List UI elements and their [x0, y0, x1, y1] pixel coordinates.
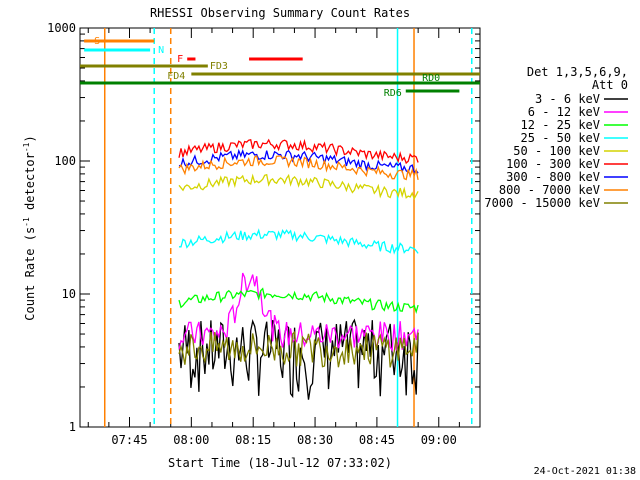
- chart-title: RHESSI Observing Summary Count Rates: [150, 6, 410, 20]
- timestamp: 24-Oct-2021 01:38: [534, 466, 636, 477]
- legend-label: 7000 - 15000 keV: [484, 196, 600, 210]
- plot-frame: [79, 27, 481, 428]
- flag-label-rd6: RD6: [384, 88, 402, 99]
- y-tick-label: 10: [62, 287, 76, 301]
- x-tick-label: 08:30: [297, 433, 333, 447]
- y-tick-label: 1: [69, 420, 76, 434]
- plot-area: 1 10 100 1000 07:45 08:00 08:15 08:30 08:45 09:00…: [47, 21, 481, 447]
- legend-label: 50 - 100 keV: [513, 144, 600, 158]
- y-tick-label: 100: [54, 154, 76, 168]
- flag-label-fd4: FD4: [167, 71, 185, 82]
- x-tick-label: 08:15: [235, 433, 271, 447]
- legend-label: 800 - 7000 keV: [499, 183, 600, 197]
- legend-label: 12 - 25 keV: [521, 118, 600, 132]
- x-tick-label: 07:45: [111, 433, 147, 447]
- x-tick-label: 08:45: [359, 433, 395, 447]
- flag-label-fd3: FD3: [210, 61, 228, 72]
- series-line-6: [178, 138, 419, 165]
- legend-label: 25 - 50 keV: [521, 131, 600, 145]
- legend-label: 3 - 6 keV: [535, 92, 600, 106]
- legend-label: 100 - 300 keV: [506, 157, 600, 171]
- flag-label-rd0: RD0: [422, 73, 440, 84]
- series-line-5: [178, 173, 419, 201]
- x-axis-label: Start Time (18-Jul-12 07:33:02): [168, 456, 392, 470]
- x-tick-label: 09:00: [421, 433, 457, 447]
- x-tick-label: 08:00: [173, 433, 209, 447]
- flag-label-n: N: [158, 45, 164, 56]
- y-axis-label: Count Rate (s-1 detector-1): [22, 135, 37, 320]
- series-line-8: [178, 155, 419, 181]
- y-tick-label: 1000: [47, 21, 76, 35]
- series-line-9: [178, 330, 419, 368]
- series-line-1: [178, 318, 419, 400]
- legend-label: 6 - 12 keV: [528, 105, 600, 119]
- series-line-7: [178, 148, 419, 174]
- series-line-3: [178, 287, 419, 315]
- legend-label: 300 - 800 keV: [506, 170, 600, 184]
- series-line-4: [179, 228, 419, 255]
- legend-header-line1: Det 1,3,5,6,9,: [527, 65, 628, 79]
- flag-label-f: F: [177, 54, 183, 65]
- flag-label-s: S: [94, 36, 100, 47]
- legend-header-line2: Att 0: [592, 78, 628, 92]
